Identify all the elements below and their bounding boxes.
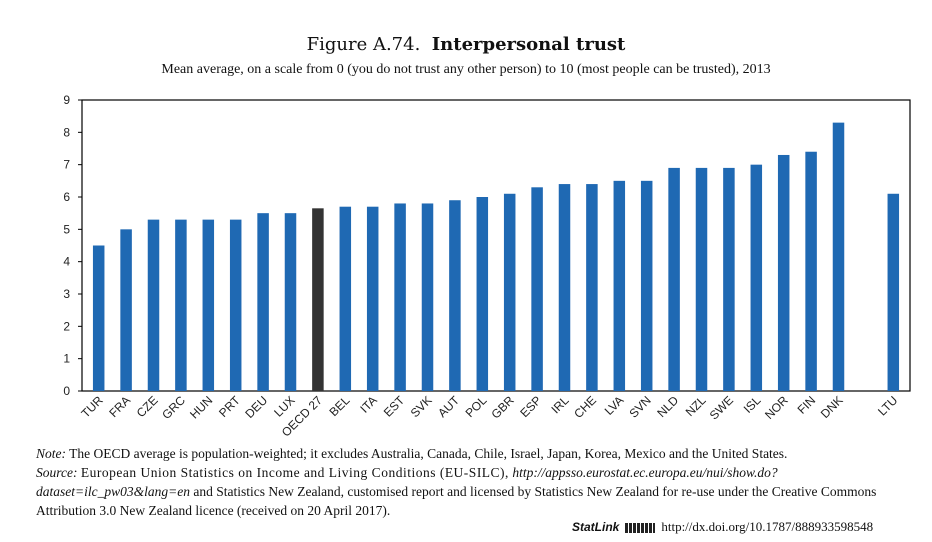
bar-isl	[750, 164, 763, 391]
bar-tur	[92, 245, 105, 391]
x-tick-label: SVK	[408, 393, 435, 420]
x-tick-label: GRC	[159, 393, 188, 422]
y-tick-label: 8	[63, 125, 70, 139]
bar-fin	[805, 151, 817, 391]
figure-label: Figure A.74.	[306, 34, 421, 55]
bar-nld	[668, 167, 680, 391]
bar-dnk	[832, 122, 845, 391]
x-tick-label: ISL	[741, 393, 764, 416]
x-tick-label: POL	[463, 393, 490, 420]
bar-hun	[202, 219, 215, 391]
x-tick-label: CZE	[134, 393, 161, 420]
statlink-label: StatLink	[572, 520, 620, 534]
bar-prt	[229, 219, 242, 391]
x-tick-label: LTU	[875, 393, 900, 418]
x-tick-label: AUT	[435, 393, 462, 420]
y-tick-label: 4	[63, 255, 70, 269]
statlink: StatLink http://dx.doi.org/10.1787/888933…	[572, 519, 873, 535]
bar-swe	[723, 167, 735, 391]
y-tick-label: 0	[63, 384, 70, 398]
bar-deu	[257, 213, 269, 391]
y-tick-label: 1	[63, 352, 70, 366]
y-tick-label: 6	[63, 190, 70, 204]
bar-svn	[640, 180, 653, 391]
x-tick-label: ITA	[357, 393, 379, 415]
source-label: Source:	[36, 465, 78, 480]
x-tick-label: LVA	[602, 393, 627, 418]
x-tick-label: ESP	[517, 393, 544, 420]
x-tick-label: GBR	[489, 393, 518, 422]
x-tick-label: NZL	[683, 393, 709, 419]
source-text-2: and Statistics New Zealand, customised r…	[36, 484, 877, 518]
bar-fra	[120, 229, 132, 391]
excel-icon	[625, 523, 656, 534]
source-url-link[interactable]: http://appsso.eurostat.ec.europa.eu/nui/…	[36, 465, 778, 499]
bar-est	[394, 203, 406, 391]
x-tick-label: DEU	[242, 393, 270, 421]
bar-nzl	[695, 167, 708, 391]
bar-che	[586, 184, 598, 391]
x-tick-label: TUR	[78, 393, 106, 421]
source-text-1: European Union Statistics on Income and …	[80, 465, 509, 480]
x-tick-label: CHE	[571, 393, 599, 421]
bar-bel	[339, 206, 352, 391]
x-tick-label: HUN	[187, 393, 215, 421]
bar-gbr	[503, 193, 516, 391]
x-tick-label: BEL	[326, 393, 352, 419]
x-tick-label: PRT	[216, 393, 243, 420]
y-tick-label: 3	[63, 287, 70, 301]
bar-nor	[777, 154, 790, 391]
chart-subtitle: Mean average, on a scale from 0 (you do …	[161, 62, 771, 77]
x-tick-label: EST	[381, 393, 408, 420]
bar-svk	[421, 203, 434, 391]
bar-esp	[531, 187, 543, 391]
x-tick-label: FRA	[106, 393, 133, 420]
y-tick-label: 5	[63, 222, 70, 236]
note-text: The OECD average is population-weighted;…	[69, 446, 788, 461]
x-tick-label: FIN	[795, 393, 819, 417]
bar-grc	[175, 219, 187, 391]
figure-title: Interpersonal trust	[431, 34, 626, 55]
chart-title: Figure A.74. Interpersonal trust	[0, 34, 932, 55]
bar-irl	[558, 184, 571, 391]
x-tick-label: NOR	[762, 393, 791, 422]
bar-ita	[366, 206, 379, 391]
plot-frame	[81, 99, 911, 392]
notes-block: Note: The OECD average is population-wei…	[36, 444, 926, 520]
x-tick-label: SVN	[626, 393, 653, 420]
y-tick-label: 9	[63, 93, 70, 107]
bar-aut	[449, 200, 461, 391]
bar-ltu	[887, 193, 900, 391]
note-label: Note:	[36, 446, 66, 461]
bar-oecd-27	[312, 208, 324, 391]
x-tick-label: IRL	[549, 393, 572, 416]
y-tick-label: 2	[63, 319, 70, 333]
y-tick-label: 7	[63, 158, 70, 172]
x-tick-label: NLD	[654, 393, 681, 420]
statlink-url[interactable]: http://dx.doi.org/10.1787/888933598548	[661, 519, 874, 534]
bar-lva	[613, 180, 626, 391]
bar-lux	[284, 213, 297, 391]
bar-cze	[147, 219, 160, 391]
bar-pol	[476, 197, 489, 391]
x-tick-label: SWE	[707, 393, 736, 422]
x-tick-label: DNK	[818, 393, 846, 421]
